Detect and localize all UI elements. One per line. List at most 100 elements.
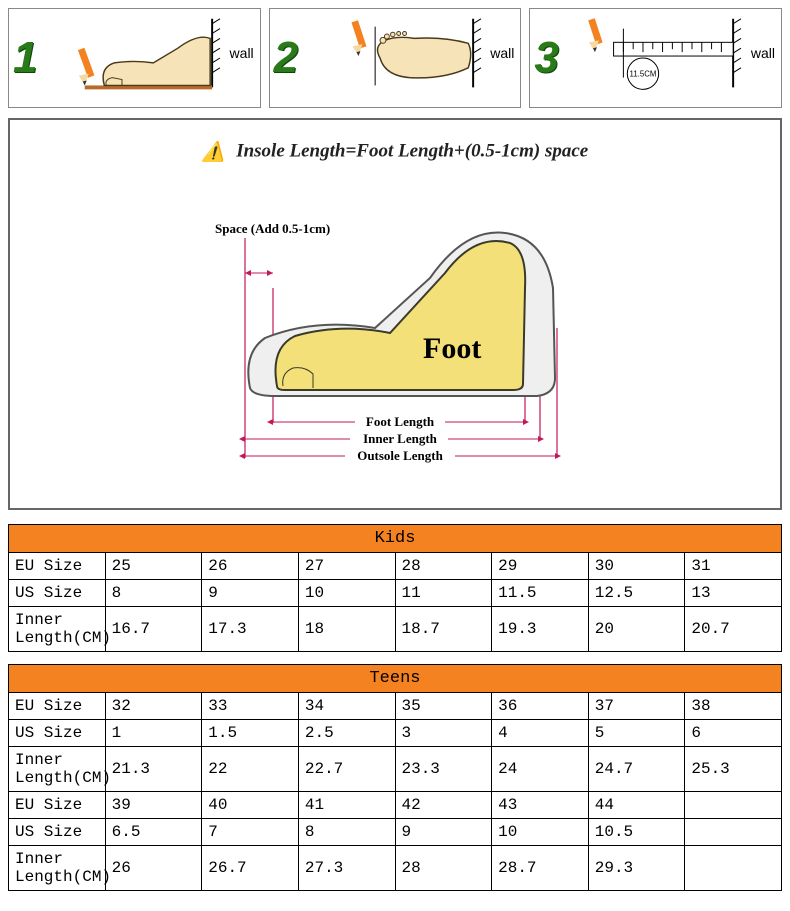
- size-cell: 19.3: [492, 607, 589, 652]
- size-cell: 7: [202, 819, 299, 846]
- size-cell: 25.3: [685, 747, 782, 792]
- size-cell: 38: [685, 693, 782, 720]
- row-label: US Size: [9, 580, 106, 607]
- step3-illustration: 11.5CM: [568, 9, 781, 107]
- size-cell: 30: [588, 553, 685, 580]
- teens-size-table: Teens EU Size32333435363738US Size11.52.…: [8, 664, 782, 891]
- size-cell: 9: [202, 580, 299, 607]
- row-label: Inner Length(CM): [9, 846, 106, 891]
- size-cell: 2.5: [298, 720, 395, 747]
- measurement-steps: 1 wall 2: [8, 8, 782, 108]
- size-cell: 11.5: [492, 580, 589, 607]
- size-cell: 23.3: [395, 747, 492, 792]
- step-3: 3 11.5CM wall: [529, 8, 782, 108]
- step2-illustration: [308, 9, 521, 107]
- size-cell: 39: [105, 792, 202, 819]
- sizing-note: ⚠️ Insole Length=Foot Length+(0.5-1cm) s…: [20, 140, 770, 164]
- wall-label: wall: [230, 45, 254, 61]
- size-cell: 27.3: [298, 846, 395, 891]
- size-cell: 22.7: [298, 747, 395, 792]
- size-cell: 24: [492, 747, 589, 792]
- size-cell: 8: [298, 819, 395, 846]
- size-cell: 18: [298, 607, 395, 652]
- size-cell: 22: [202, 747, 299, 792]
- row-label: EU Size: [9, 792, 106, 819]
- step1-illustration: [47, 9, 260, 107]
- size-cell: 33: [202, 693, 299, 720]
- size-cell: 36: [492, 693, 589, 720]
- size-cell: 41: [298, 792, 395, 819]
- wall-label: wall: [490, 45, 514, 61]
- wall-label: wall: [751, 45, 775, 61]
- size-cell: 28: [395, 846, 492, 891]
- size-cell: 28: [395, 553, 492, 580]
- size-cell: 16.7: [105, 607, 202, 652]
- teens-header: Teens: [9, 665, 782, 693]
- size-cell: 27: [298, 553, 395, 580]
- step-2: 2 wall: [269, 8, 522, 108]
- dim-foot-length: Foot Length: [366, 414, 435, 429]
- step-number: 2: [274, 33, 308, 83]
- size-cell: 43: [492, 792, 589, 819]
- size-cell: 35: [395, 693, 492, 720]
- row-label: US Size: [9, 720, 106, 747]
- size-cell: 1.5: [202, 720, 299, 747]
- size-cell: 11: [395, 580, 492, 607]
- dim-inner-length: Inner Length: [363, 431, 438, 446]
- size-cell: [685, 846, 782, 891]
- ruler-value: 11.5CM: [630, 70, 657, 79]
- main-diagram-panel: ⚠️ Insole Length=Foot Length+(0.5-1cm) s…: [8, 118, 782, 510]
- foot-label: Foot: [423, 332, 481, 365]
- size-cell: 28.7: [492, 846, 589, 891]
- size-cell: [685, 792, 782, 819]
- space-label: Space (Add 0.5-1cm): [215, 221, 330, 236]
- step-1: 1 wall: [8, 8, 261, 108]
- size-cell: 37: [588, 693, 685, 720]
- size-cell: 20: [588, 607, 685, 652]
- size-cell: 12.5: [588, 580, 685, 607]
- size-cell: 18.7: [395, 607, 492, 652]
- size-cell: 10: [298, 580, 395, 607]
- row-label: EU Size: [9, 693, 106, 720]
- dim-outsole-length: Outsole Length: [357, 448, 443, 463]
- step-number: 1: [13, 33, 47, 83]
- size-cell: 26: [105, 846, 202, 891]
- size-cell: 10.5: [588, 819, 685, 846]
- row-label: EU Size: [9, 553, 106, 580]
- size-cell: 4: [492, 720, 589, 747]
- row-label: Inner Length(CM): [9, 747, 106, 792]
- size-cell: [685, 819, 782, 846]
- size-cell: 6: [685, 720, 782, 747]
- size-cell: 3: [395, 720, 492, 747]
- size-cell: 42: [395, 792, 492, 819]
- size-cell: 29: [492, 553, 589, 580]
- row-label: Inner Length(CM): [9, 607, 106, 652]
- size-cell: 17.3: [202, 607, 299, 652]
- foot-shoe-diagram: Foot Space (Add 0.5-1cm) Foot Length Inn…: [165, 178, 625, 478]
- size-cell: 40: [202, 792, 299, 819]
- size-cell: 29.3: [588, 846, 685, 891]
- size-cell: 44: [588, 792, 685, 819]
- warning-icon: ⚠️: [202, 140, 226, 164]
- size-cell: 26.7: [202, 846, 299, 891]
- note-text: Insole Length=Foot Length+(0.5-1cm) spac…: [236, 140, 588, 161]
- size-cell: 26: [202, 553, 299, 580]
- size-cell: 1: [105, 720, 202, 747]
- size-cell: 13: [685, 580, 782, 607]
- size-cell: 20.7: [685, 607, 782, 652]
- row-label: US Size: [9, 819, 106, 846]
- kids-size-table: Kids EU Size25262728293031US Size8910111…: [8, 524, 782, 652]
- size-cell: 25: [105, 553, 202, 580]
- size-cell: 21.3: [105, 747, 202, 792]
- size-cell: 34: [298, 693, 395, 720]
- size-cell: 6.5: [105, 819, 202, 846]
- size-cell: 8: [105, 580, 202, 607]
- size-cell: 24.7: [588, 747, 685, 792]
- size-cell: 9: [395, 819, 492, 846]
- size-cell: 10: [492, 819, 589, 846]
- step-number: 3: [534, 33, 568, 83]
- size-cell: 31: [685, 553, 782, 580]
- size-cell: 5: [588, 720, 685, 747]
- kids-header: Kids: [9, 525, 782, 553]
- size-cell: 32: [105, 693, 202, 720]
